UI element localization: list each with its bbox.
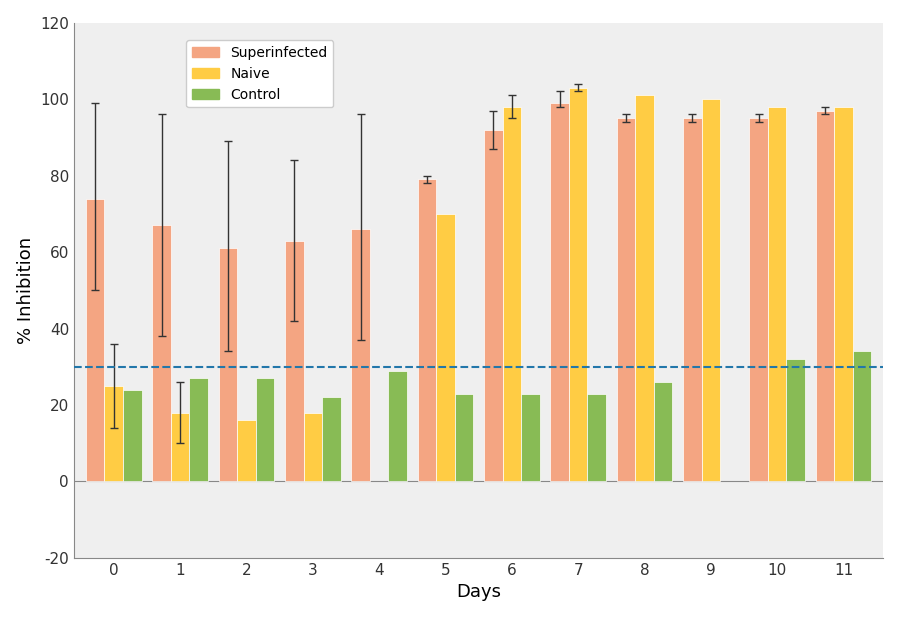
X-axis label: Days: Days xyxy=(456,583,501,601)
Bar xyxy=(521,394,540,481)
Bar xyxy=(238,420,256,481)
Bar xyxy=(683,118,702,481)
Bar xyxy=(454,394,473,481)
Bar xyxy=(550,103,569,481)
Bar xyxy=(152,226,171,481)
Bar xyxy=(815,111,834,481)
Bar xyxy=(104,386,123,481)
Bar xyxy=(86,198,104,481)
Bar xyxy=(502,107,521,481)
Bar xyxy=(389,371,407,481)
Bar xyxy=(351,229,370,481)
Bar xyxy=(123,390,141,481)
Bar xyxy=(750,118,768,481)
Bar xyxy=(418,179,436,481)
Bar xyxy=(256,378,274,481)
Bar xyxy=(702,99,720,481)
Y-axis label: % Inhibition: % Inhibition xyxy=(17,237,35,344)
Bar xyxy=(588,394,606,481)
Bar xyxy=(616,118,635,481)
Bar xyxy=(853,352,871,481)
Bar xyxy=(322,397,341,481)
Bar xyxy=(768,107,787,481)
Bar xyxy=(653,382,672,481)
Bar xyxy=(171,413,189,481)
Legend: Superinfected, Naive, Control: Superinfected, Naive, Control xyxy=(186,40,333,108)
Bar xyxy=(189,378,208,481)
Bar xyxy=(436,214,454,481)
Bar xyxy=(787,359,805,481)
Bar xyxy=(219,248,238,481)
Bar xyxy=(285,240,303,481)
Bar xyxy=(303,413,322,481)
Bar xyxy=(834,107,853,481)
Bar xyxy=(484,130,502,481)
Bar xyxy=(569,88,588,481)
Bar xyxy=(635,95,653,481)
